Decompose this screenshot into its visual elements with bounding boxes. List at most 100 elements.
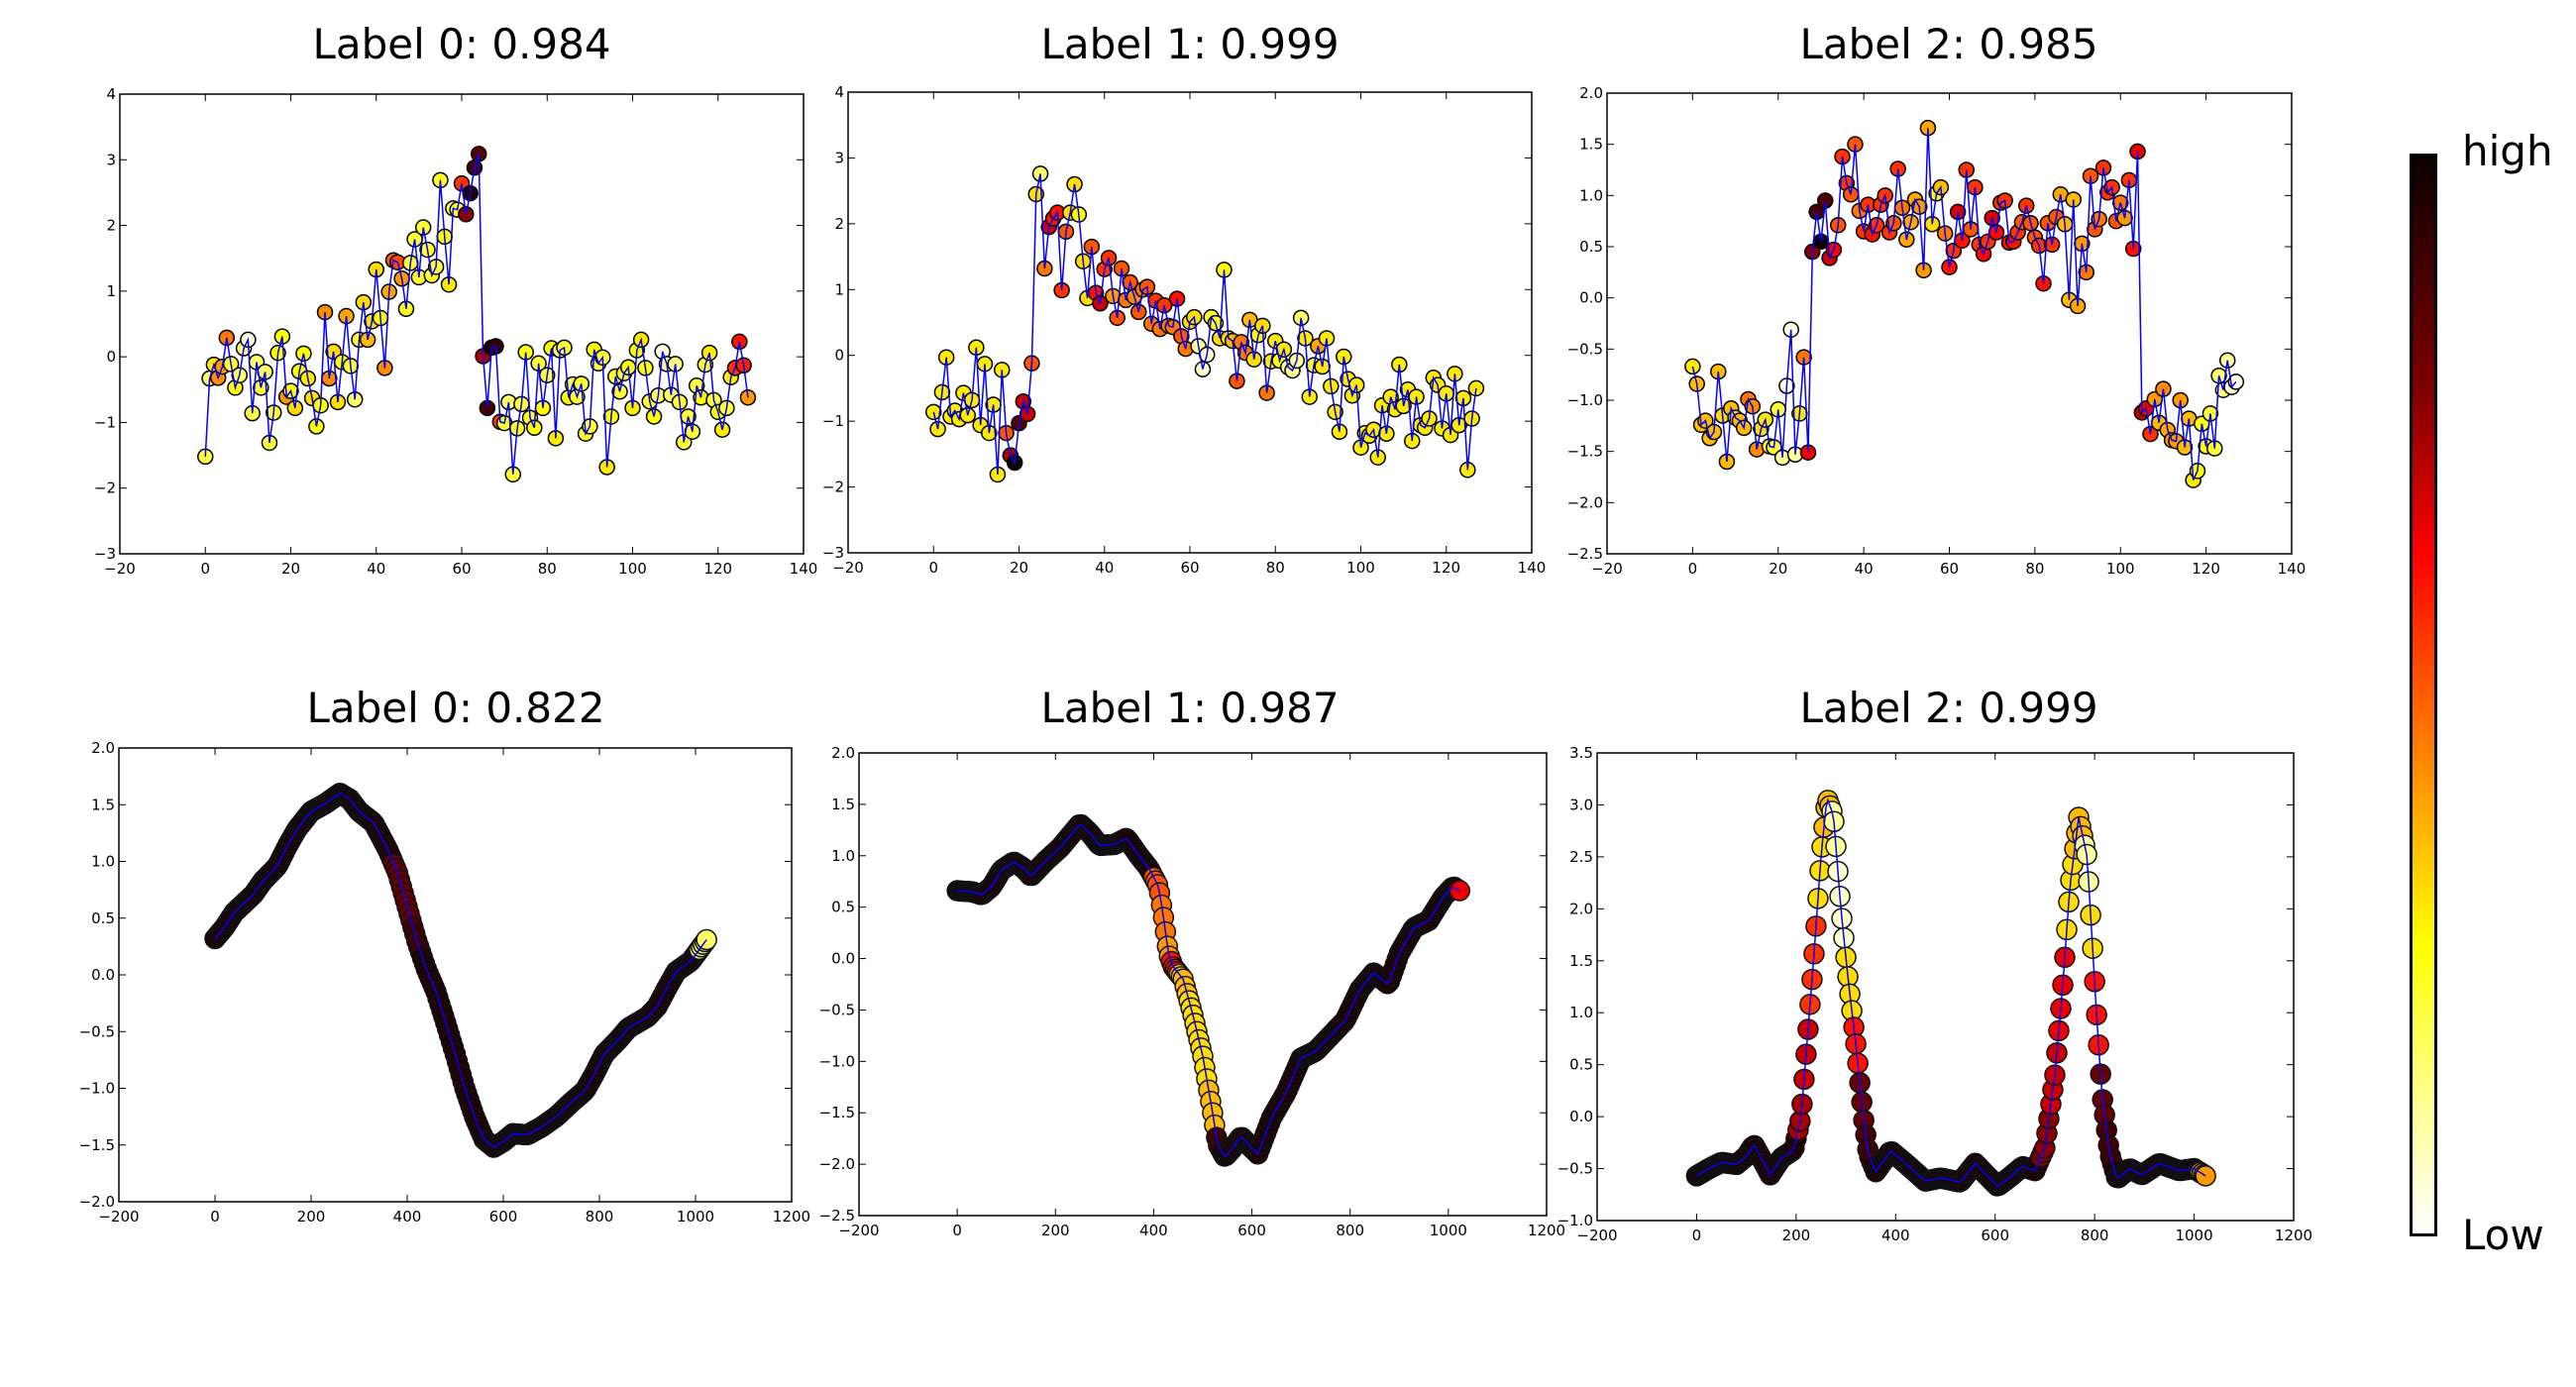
y-tick-label: −1 [822, 412, 844, 430]
y-tick-label: 0.5 [1569, 1056, 1593, 1074]
y-tick-label: 2.5 [1569, 848, 1593, 866]
y-tick-label: −1.0 [79, 1080, 115, 1098]
y-tick-label: 4 [106, 85, 116, 103]
chart-0: −20 0 20 40 60 80 100 120 140 −3 −2 −1 0 1 2 3 4 [94, 85, 817, 578]
x-tick-label: 100 [2106, 560, 2135, 578]
y-tick-label: 1.0 [831, 847, 855, 865]
chart-title-top-right: Label 2: 0.985 [1799, 20, 2098, 68]
x-tick-label: 800 [2081, 1227, 2109, 1244]
y-tick-label: −0.5 [1567, 340, 1603, 358]
y-tick-label: 0.5 [831, 899, 855, 916]
x-tick-label: −200 [838, 1222, 879, 1239]
series-line [1691, 128, 2237, 480]
y-tick-label: 0.0 [91, 966, 115, 984]
x-tick-label: 40 [1855, 560, 1874, 578]
series-line [957, 823, 1460, 1157]
plot-frame [119, 93, 805, 555]
y-tick-label: 2 [834, 215, 844, 233]
chart-title-top-left: Label 0: 0.984 [312, 20, 611, 68]
y-tick-label: −2 [94, 480, 116, 497]
x-tick-label: 600 [1237, 1222, 1266, 1239]
plot-frame [1606, 92, 2293, 555]
y-tick-label: −3 [822, 544, 844, 562]
x-tick-label: 600 [1981, 1227, 2009, 1244]
y-tick-label: 0.0 [831, 950, 855, 968]
x-tick-label: 60 [1180, 559, 1199, 577]
y-tick-label: 2.0 [1579, 84, 1603, 102]
y-tick-label: −1.5 [79, 1136, 115, 1154]
x-tick-label: 400 [393, 1208, 422, 1226]
x-tick-label: 1200 [1528, 1222, 1565, 1239]
x-tick-label: 20 [281, 560, 300, 578]
y-tick-label: 1.5 [1579, 136, 1603, 154]
y-tick-label: −1.0 [1557, 1212, 1593, 1229]
x-tick-label: 140 [2278, 560, 2307, 578]
x-tick-label: 800 [1336, 1222, 1364, 1239]
series-line [204, 154, 749, 475]
x-tick-label: 20 [1010, 559, 1028, 577]
y-tick-label: 3.0 [1569, 796, 1593, 813]
x-tick-label: 140 [790, 560, 818, 578]
y-tick-label: 0.0 [1569, 1108, 1593, 1125]
x-tick-label: 80 [1266, 559, 1285, 577]
plot-frame [1596, 752, 2295, 1222]
y-tick-label: −2.0 [819, 1155, 855, 1173]
x-tick-label: 0 [200, 560, 210, 578]
x-tick-label: 40 [1095, 559, 1114, 577]
plot-frame [118, 747, 793, 1203]
plot-frame [858, 752, 1548, 1217]
x-tick-label: 0 [210, 1208, 220, 1226]
x-tick-label: 60 [1940, 560, 1959, 578]
y-tick-label: −0.5 [819, 1001, 855, 1018]
y-tick-label: 0 [106, 348, 116, 366]
plot-frame [847, 91, 1533, 554]
y-tick-label: −1.5 [819, 1104, 855, 1121]
chart-2: −20 0 20 40 60 80 100 120 140 −2.5 −2.0 −1.5 −1.0 −0.… [1567, 84, 2307, 578]
chart-1: −20 0 20 40 60 80 100 120 140 −3 −2 −1 0 1 2 3 4 [822, 83, 1546, 577]
x-tick-label: 0 [928, 559, 938, 577]
x-tick-label: 200 [1041, 1222, 1070, 1239]
y-tick-label: 3 [834, 149, 844, 166]
y-tick-label: 2 [106, 217, 116, 235]
x-tick-label: 600 [489, 1208, 518, 1226]
y-tick-label: −2.0 [79, 1193, 115, 1211]
y-tick-label: −2.0 [1567, 493, 1603, 511]
chart-5: −200 0 200 400 600 800 1000 1200 −1.0 −0.5 0.0 0.5 1… [1557, 744, 2313, 1244]
y-tick-label: 3 [106, 151, 116, 168]
x-tick-label: −200 [98, 1208, 139, 1226]
y-tick-label: 1.5 [831, 796, 855, 813]
x-tick-label: 1000 [2175, 1227, 2212, 1244]
x-tick-label: 80 [538, 560, 557, 578]
y-tick-label: −2.5 [819, 1207, 855, 1225]
y-tick-label: 1.0 [1569, 1004, 1593, 1021]
x-tick-label: −20 [104, 560, 136, 578]
y-tick-label: −2.5 [1567, 545, 1603, 563]
x-tick-label: 100 [1346, 559, 1375, 577]
colorbar-low-label: Low [2462, 1211, 2544, 1259]
x-tick-label: 20 [1769, 560, 1787, 578]
x-tick-label: 120 [703, 560, 732, 578]
series-line [932, 173, 1477, 475]
y-tick-label: 0 [834, 347, 844, 365]
x-tick-label: 1200 [773, 1208, 810, 1226]
colorbar [2410, 154, 2437, 1236]
x-tick-label: −20 [832, 559, 864, 577]
y-tick-label: −1.5 [1567, 443, 1603, 461]
y-tick-label: 4 [834, 83, 844, 101]
x-tick-label: 140 [1518, 559, 1547, 577]
y-tick-label: 1.0 [91, 853, 115, 871]
x-tick-label: 80 [2025, 560, 2044, 578]
x-tick-label: 1200 [2275, 1227, 2312, 1244]
y-tick-label: 0.5 [91, 909, 115, 927]
chart-title-bottom-middle: Label 1: 0.987 [1040, 684, 1340, 732]
y-tick-label: 1.0 [1579, 186, 1603, 204]
x-tick-label: 200 [1782, 1227, 1811, 1244]
x-tick-label: 800 [586, 1208, 614, 1226]
chart-title-top-middle: Label 1: 0.999 [1040, 20, 1340, 68]
y-tick-label: −1 [94, 413, 116, 431]
y-tick-label: 0.5 [1579, 238, 1603, 256]
colorbar-high-label: high [2462, 127, 2553, 175]
y-tick-label: 0.0 [1579, 289, 1603, 307]
x-tick-label: 0 [952, 1222, 962, 1239]
